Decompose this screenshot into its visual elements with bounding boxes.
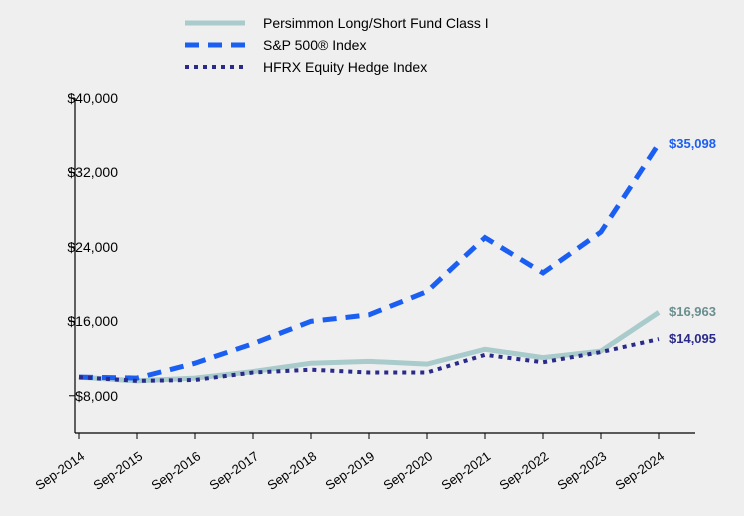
x-axis-label: Sep-2018 [265, 448, 320, 493]
end-value-label: $14,095 [669, 331, 716, 346]
x-axis-label: Sep-2020 [381, 448, 436, 493]
legend: Persimmon Long/Short Fund Class I S&P 50… [185, 12, 489, 78]
x-axis-label: Sep-2016 [149, 448, 204, 493]
end-value-label: $35,098 [669, 136, 716, 151]
y-axis-label: $40,000 [58, 90, 118, 106]
legend-item: S&P 500® Index [185, 34, 489, 56]
legend-swatch [185, 12, 245, 34]
end-value-label: $16,963 [669, 304, 716, 319]
growth-chart [75, 98, 695, 433]
x-axis-label: Sep-2022 [497, 448, 552, 493]
y-axis-label: $16,000 [58, 313, 118, 329]
legend-label: Persimmon Long/Short Fund Class I [263, 15, 489, 31]
legend-label: HFRX Equity Hedge Index [263, 59, 427, 75]
y-axis-label: $32,000 [58, 164, 118, 180]
series-sp500 [79, 144, 659, 378]
legend-swatch [185, 56, 245, 78]
legend-swatch [185, 34, 245, 56]
legend-label: S&P 500® Index [263, 37, 366, 53]
y-axis-label: $8,000 [58, 388, 118, 404]
legend-item: Persimmon Long/Short Fund Class I [185, 12, 489, 34]
x-axis-label: Sep-2015 [91, 448, 146, 493]
x-axis-label: Sep-2024 [613, 448, 668, 493]
x-axis-label: Sep-2021 [439, 448, 494, 493]
x-axis-label: Sep-2014 [33, 448, 88, 493]
x-axis-label: Sep-2017 [207, 448, 262, 493]
x-axis-label: Sep-2023 [555, 448, 610, 493]
y-axis-label: $24,000 [58, 239, 118, 255]
x-axis-label: Sep-2019 [323, 448, 378, 493]
legend-item: HFRX Equity Hedge Index [185, 56, 489, 78]
